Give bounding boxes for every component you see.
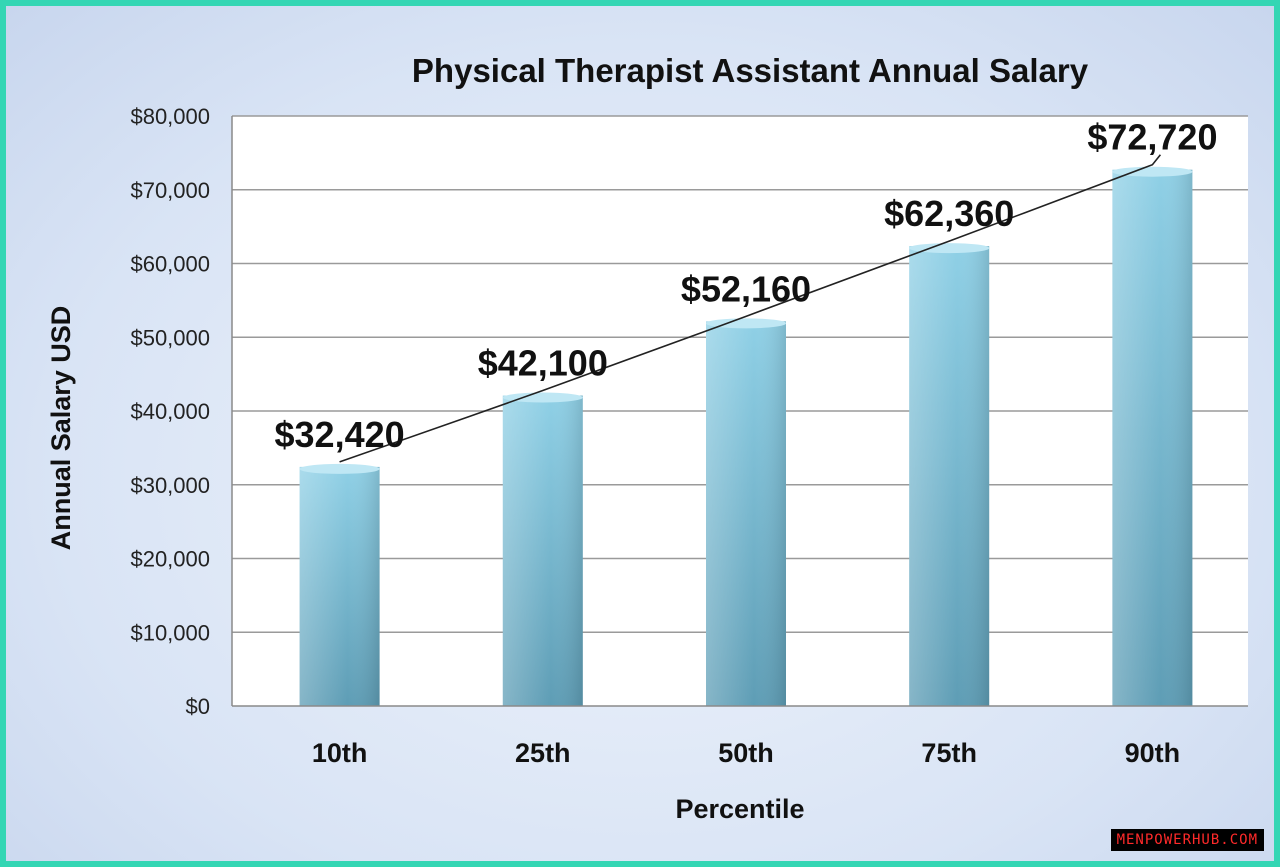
bar-10th [299, 463, 380, 706]
y-tick-label: $60,000 [130, 252, 210, 277]
y-tick-label: $10,000 [130, 620, 210, 645]
data-label: $72,720 [1087, 117, 1217, 158]
bar-75th [909, 243, 990, 706]
bar-cap [1112, 166, 1193, 177]
bar-shade [909, 246, 990, 706]
x-tick-label: 50th [718, 738, 774, 768]
bars [299, 166, 1193, 706]
x-tick-label: 75th [921, 738, 977, 768]
y-tick-label: $50,000 [130, 325, 210, 350]
y-axis-ticks: $0 $10,000 $20,000 $30,000 $40,000 $50,000 $60… [130, 104, 210, 719]
bar-90th [1112, 166, 1193, 706]
y-tick-label: $0 [186, 694, 210, 719]
x-axis-ticks: 10th 25th 50th 75th 90th [312, 738, 1180, 768]
trendline [339, 154, 1162, 463]
bar-cap [299, 463, 380, 474]
y-tick-label: $40,000 [130, 399, 210, 424]
data-label: $42,100 [478, 343, 608, 384]
x-tick-label: 10th [312, 738, 368, 768]
data-label: $52,160 [681, 268, 811, 309]
data-label: $32,420 [275, 414, 405, 455]
y-tick-label: $30,000 [130, 473, 210, 498]
bar-shade [706, 321, 786, 706]
bar-cap [706, 318, 786, 329]
y-axis-label: Annual Salary USD [46, 306, 76, 551]
bar-shade [502, 395, 583, 706]
bar-cap [909, 243, 990, 254]
x-tick-label: 25th [515, 738, 571, 768]
bar-50th [706, 318, 786, 706]
bar-25th [502, 392, 583, 706]
bar-cap [502, 392, 583, 403]
chart-title: Physical Therapist Assistant Annual Sala… [412, 52, 1089, 89]
y-tick-label: $70,000 [130, 178, 210, 203]
watermark: MENPOWERHUB.COM [1110, 829, 1264, 851]
x-tick-label: 90th [1125, 738, 1181, 768]
x-axis-label: Percentile [675, 794, 804, 824]
data-labels: $32,420 $42,100 $52,160 $62,360 $72,720 [275, 117, 1218, 455]
data-label: $62,360 [884, 193, 1014, 234]
bar-shade [1112, 169, 1193, 706]
bar-shade [299, 466, 380, 706]
y-tick-label: $20,000 [130, 547, 210, 572]
y-tick-label: $80,000 [130, 104, 210, 129]
